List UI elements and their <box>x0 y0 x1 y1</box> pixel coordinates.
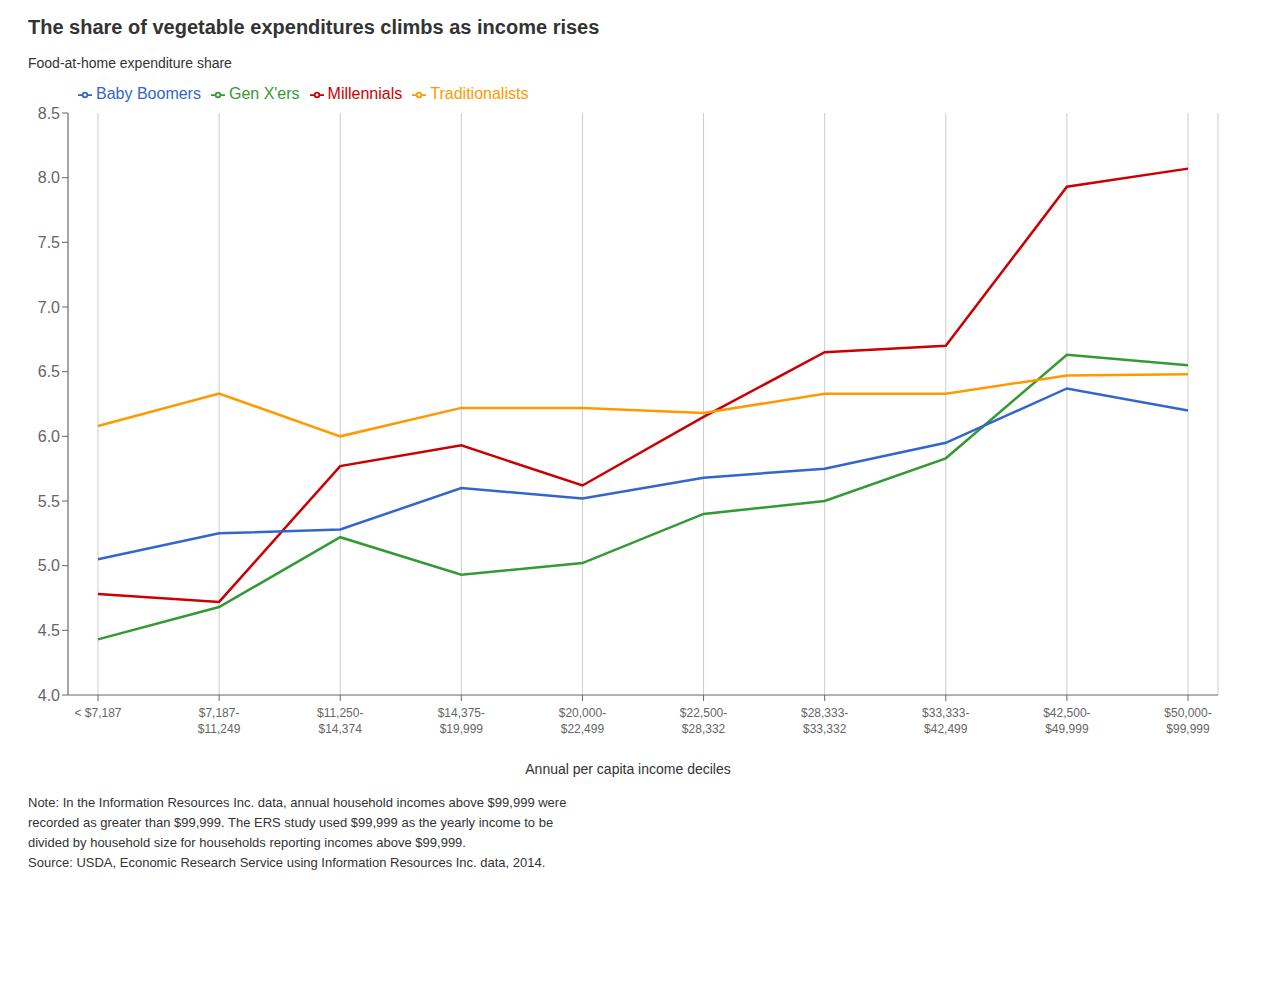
svg-text:6.0: 6.0 <box>38 428 60 445</box>
svg-text:$42,500-$49,999: $42,500-$49,999 <box>1043 706 1090 736</box>
html-text:Baby Boomers: Baby Boomers <box>96 85 201 102</box>
svg-text:8.0: 8.0 <box>38 169 60 186</box>
svg-text:7.0: 7.0 <box>38 299 60 316</box>
html-text:Gen X'ers: Gen X'ers <box>228 85 300 102</box>
svg-text:< $7,187: < $7,187 <box>74 706 121 720</box>
svg-text:5.5: 5.5 <box>38 493 60 510</box>
svg-text:8.5: 8.5 <box>38 105 60 122</box>
svg-text:$22,500-$28,332: $22,500-$28,332 <box>680 706 727 736</box>
svg-text:$28,333-$33,332: $28,333-$33,332 <box>801 706 848 736</box>
svg-text:$14,375-$19,999: $14,375-$19,999 <box>438 706 485 736</box>
html-text:Traditionalists: Traditionalists <box>430 85 529 102</box>
html-text:recorded as greater than $99,9: recorded as greater than $99,999. The ER… <box>28 815 554 830</box>
svg-text:4.5: 4.5 <box>38 622 60 639</box>
svg-text:$33,333-$42,499: $33,333-$42,499 <box>922 706 969 736</box>
svg-text:5.0: 5.0 <box>38 557 60 574</box>
svg-text:$50,000-$99,999: $50,000-$99,999 <box>1164 706 1211 736</box>
html-text:Note: In the Information Resou: Note: In the Information Resources Inc. … <box>28 795 567 810</box>
html-text:Annual per capita income decil: Annual per capita income deciles <box>525 761 731 777</box>
html-text:Source: USDA, Economic Researc: Source: USDA, Economic Research Service … <box>28 855 546 870</box>
html-text:Millennials: Millennials <box>327 85 403 102</box>
svg-text:$20,000-$22,499: $20,000-$22,499 <box>559 706 606 736</box>
html-text:Food-at-home expenditure share: Food-at-home expenditure share <box>28 55 232 71</box>
svg-text:6.5: 6.5 <box>38 363 60 380</box>
html-text:divided by household size for: divided by household size for households… <box>28 835 466 850</box>
svg-text:7.5: 7.5 <box>38 234 60 251</box>
svg-text:4.0: 4.0 <box>38 687 60 704</box>
html-text:The share of vegetable expendi: The share of vegetable expenditures clim… <box>28 16 600 38</box>
svg-text:$11,250-$14,374: $11,250-$14,374 <box>317 706 363 736</box>
svg-text:$7,187-$11,249: $7,187-$11,249 <box>198 706 241 736</box>
